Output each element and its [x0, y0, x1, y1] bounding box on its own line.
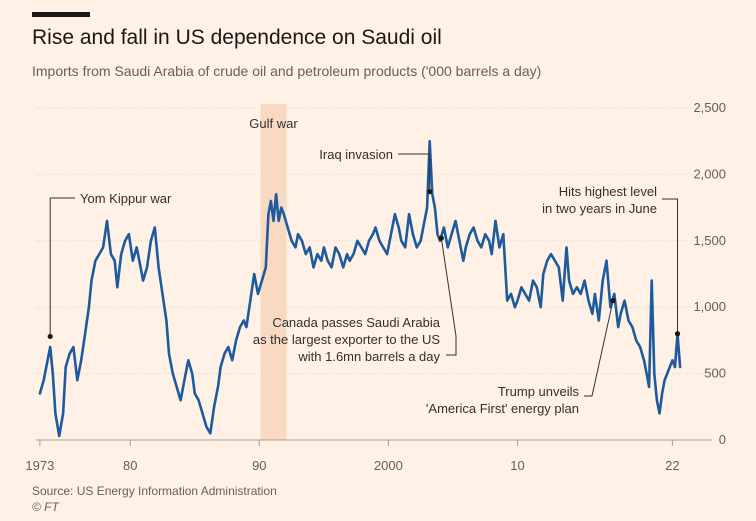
highest-level-label: in two years in June	[542, 201, 657, 216]
credit-note: © FT	[32, 500, 59, 514]
x-tick-label: 22	[665, 458, 679, 473]
iraq-invasion-marker	[427, 189, 433, 195]
yom-kippur-label: Yom Kippur war	[80, 191, 172, 206]
y-tick-label: 1,500	[693, 233, 726, 248]
canada-passes-marker	[438, 235, 444, 241]
chart-subtitle: Imports from Saudi Arabia of crude oil a…	[32, 63, 542, 79]
title-bar-accent	[32, 12, 90, 17]
y-tick-label: 2,500	[693, 100, 726, 115]
canada-passes-label: as the largest exporter to the US	[253, 332, 440, 347]
y-tick-label: 1,000	[693, 299, 726, 314]
highest-level-marker	[674, 331, 681, 337]
highest-level-leader	[662, 198, 679, 334]
trump-plan-marker	[610, 297, 616, 304]
trump-plan-label: Trump unveils	[498, 384, 580, 399]
y-tick-label: 500	[704, 366, 726, 381]
chart-title: Rise and fall in US dependence on Saudi …	[32, 26, 442, 49]
yom-kippur-marker	[47, 333, 53, 340]
highest-level-label: Hits highest level	[559, 184, 657, 199]
y-tick-label: 2,000	[693, 166, 726, 181]
iraq-invasion-leader	[398, 153, 431, 192]
source-note: Source: US Energy Information Administra…	[32, 484, 277, 498]
yom-kippur-leader	[49, 197, 75, 337]
canada-passes-leader	[440, 238, 457, 356]
x-tick-label: 2000	[374, 458, 403, 473]
trump-plan-leader	[584, 300, 614, 397]
x-tick-label: 80	[123, 458, 137, 473]
y-tick-label: 0	[719, 432, 726, 447]
x-tick-label: 10	[510, 458, 524, 473]
trump-plan-label: 'America First' energy plan	[426, 401, 579, 416]
x-tick-label: 90	[252, 458, 266, 473]
canada-passes-label: Canada passes Saudi Arabia	[272, 315, 440, 330]
x-tick-label: 1973	[25, 458, 54, 473]
gulf-war-label: Gulf war	[249, 116, 298, 131]
series-line-saudi-imports	[38, 139, 682, 438]
canada-passes-label: with 1.6mn barrels a day	[297, 349, 440, 364]
iraq-invasion-label: Iraq invasion	[319, 147, 393, 162]
